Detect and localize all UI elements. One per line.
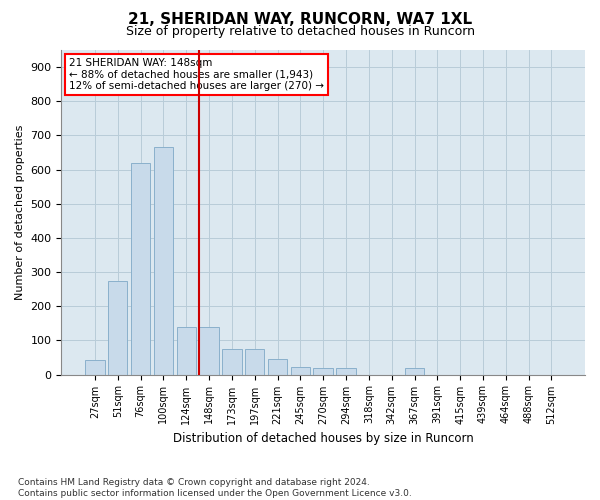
Bar bbox=[268, 359, 287, 374]
Bar bbox=[108, 280, 127, 374]
Y-axis label: Number of detached properties: Number of detached properties bbox=[15, 124, 25, 300]
Text: 21 SHERIDAN WAY: 148sqm
← 88% of detached houses are smaller (1,943)
12% of semi: 21 SHERIDAN WAY: 148sqm ← 88% of detache… bbox=[69, 58, 324, 92]
X-axis label: Distribution of detached houses by size in Runcorn: Distribution of detached houses by size … bbox=[173, 432, 473, 445]
Bar bbox=[337, 368, 356, 374]
Bar bbox=[290, 367, 310, 374]
Text: Contains HM Land Registry data © Crown copyright and database right 2024.
Contai: Contains HM Land Registry data © Crown c… bbox=[18, 478, 412, 498]
Bar bbox=[405, 368, 424, 374]
Bar bbox=[154, 148, 173, 374]
Bar bbox=[85, 360, 104, 374]
Bar bbox=[176, 326, 196, 374]
Bar bbox=[222, 349, 242, 374]
Bar bbox=[131, 162, 150, 374]
Bar bbox=[245, 349, 265, 374]
Text: Size of property relative to detached houses in Runcorn: Size of property relative to detached ho… bbox=[125, 25, 475, 38]
Bar bbox=[199, 326, 219, 374]
Text: 21, SHERIDAN WAY, RUNCORN, WA7 1XL: 21, SHERIDAN WAY, RUNCORN, WA7 1XL bbox=[128, 12, 472, 28]
Bar bbox=[313, 368, 333, 374]
